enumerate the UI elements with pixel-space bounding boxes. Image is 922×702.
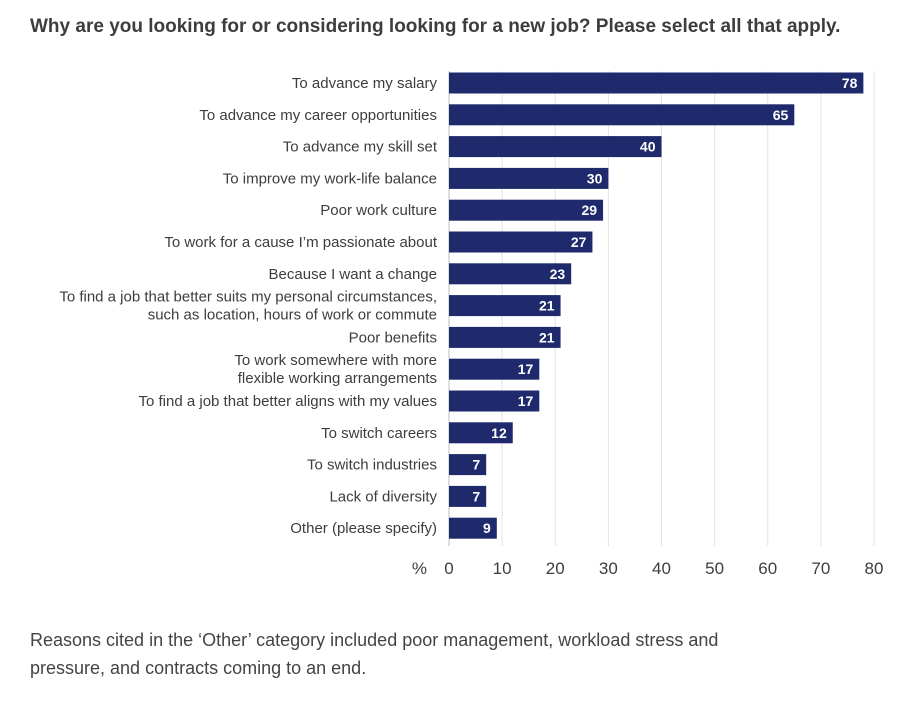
bar [449, 231, 593, 253]
bar [449, 167, 609, 189]
bar [449, 454, 487, 476]
category-label: To work for a cause I’m passionate about [164, 234, 437, 251]
bar [449, 517, 497, 539]
bar-value-label: 7 [472, 457, 480, 473]
category-label: To switch industries [307, 457, 437, 474]
category-labels: To advance my salary To advance my career… [59, 75, 438, 537]
category-label: To improve my work-life balance [223, 170, 437, 187]
bar-value-label: 12 [491, 425, 507, 441]
category-label-line: To advance my salary [292, 75, 438, 92]
category-label: Poor benefits [349, 329, 437, 346]
bar [449, 263, 572, 285]
x-tick-label: 50 [705, 559, 724, 578]
category-label: To advance my career opportunities [199, 107, 437, 124]
bar-value-label: 17 [518, 393, 534, 409]
category-label-line: To find a job that better suits my perso… [59, 289, 437, 306]
category-label-line: To work for a cause I’m passionate about [164, 234, 437, 251]
category-label-line: To switch careers [321, 425, 437, 442]
category-label: Lack of diversity [329, 488, 437, 505]
category-label-line: To improve my work-life balance [223, 170, 437, 187]
x-tick-label: 30 [599, 559, 618, 578]
x-tick-label: 20 [546, 559, 565, 578]
bar-value-label: 40 [640, 139, 656, 155]
x-axis: 0 10 20 30 40 50 60 70 80% [412, 559, 884, 578]
bar [449, 136, 662, 158]
category-label-line: such as location, hours of work or commu… [148, 307, 437, 324]
category-label-line: To advance my skill set [283, 139, 438, 156]
x-axis-unit-label: % [412, 559, 427, 578]
bar-value-label: 29 [581, 202, 597, 218]
category-label-line: Poor work culture [320, 202, 437, 219]
category-label: To advance my skill set [283, 139, 438, 156]
x-tick-label: 40 [652, 559, 671, 578]
category-label-line: Poor benefits [349, 329, 437, 346]
bar-value-label: 65 [773, 107, 789, 123]
category-label-line: flexible working arrangements [238, 370, 437, 387]
category-label: To find a job that better suits my perso… [59, 289, 437, 324]
x-tick-label: 10 [493, 559, 512, 578]
bar [449, 358, 540, 380]
bar [449, 422, 513, 444]
x-tick-label: 80 [865, 559, 884, 578]
category-label-line: To work somewhere with more [234, 352, 437, 369]
bar [449, 485, 487, 507]
bar [449, 72, 864, 94]
bar-value-label: 21 [539, 329, 555, 345]
bar-value-label: 30 [587, 170, 603, 186]
x-tick-label: 70 [811, 559, 830, 578]
footnote: Reasons cited in the ‘Other’ category in… [30, 630, 719, 678]
category-label: Poor work culture [320, 202, 437, 219]
category-label-line: Because I want a change [269, 266, 437, 283]
category-label-line: Lack of diversity [329, 488, 437, 505]
category-label: To work somewhere with more flexible work… [234, 352, 437, 387]
bar-value-label: 23 [550, 266, 566, 282]
bar-value-label: 78 [842, 75, 858, 91]
bar-value-label: 27 [571, 234, 587, 250]
category-label: To switch careers [321, 425, 437, 442]
bar-value-label: 17 [518, 361, 534, 377]
bar [449, 104, 795, 126]
category-label: Other (please specify) [290, 520, 437, 537]
bar [449, 199, 604, 221]
category-label-line: To find a job that better aligns with my… [139, 393, 438, 410]
category-label: To advance my salary [292, 75, 438, 92]
x-tick-label: 60 [758, 559, 777, 578]
category-label: Because I want a change [269, 266, 437, 283]
category-label-line: To switch industries [307, 457, 437, 474]
category-label-line: To advance my career opportunities [199, 107, 437, 124]
bar-value-label: 9 [483, 520, 491, 536]
bar-value-label: 7 [472, 488, 480, 504]
x-tick-label: 0 [444, 559, 453, 578]
category-label: To find a job that better aligns with my… [139, 393, 438, 410]
bar [449, 326, 561, 348]
chart-title: Why are you looking for or considering l… [30, 16, 841, 37]
bar [449, 390, 540, 412]
bar [449, 295, 561, 317]
bar-value-label: 21 [539, 298, 555, 314]
category-label-line: Other (please specify) [290, 520, 437, 537]
